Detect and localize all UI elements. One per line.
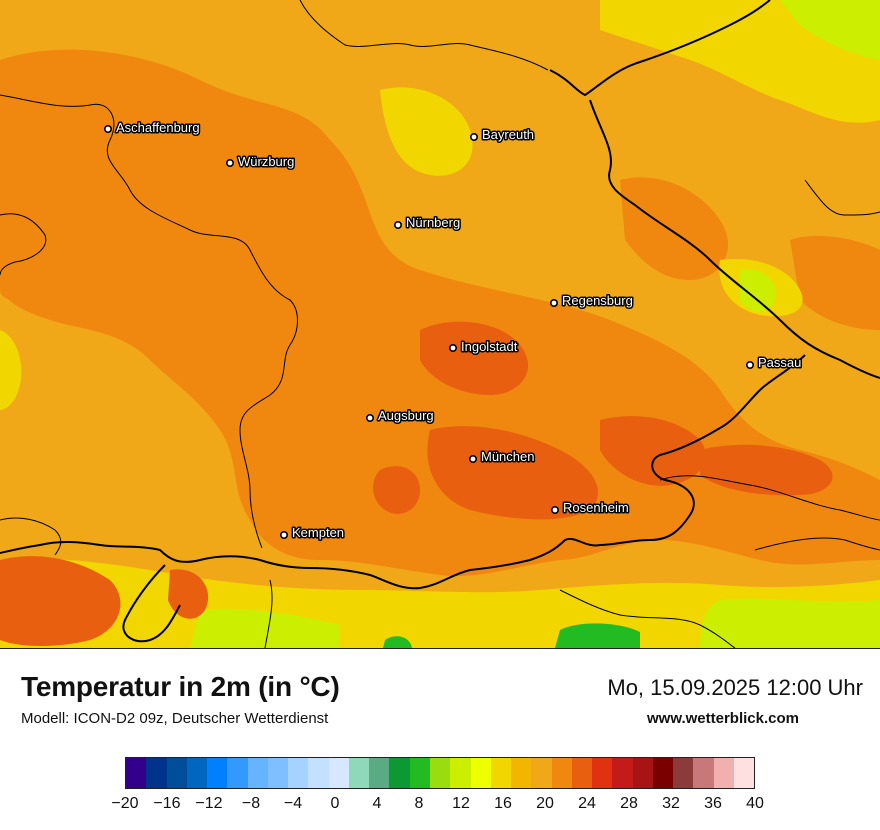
city-label: Nürnberg: [406, 215, 460, 230]
temperature-field-hot: [373, 321, 833, 520]
state-borders: [0, 0, 880, 648]
color-scale-ticks: −20 −16 −12 −8 −4 0 4 8 12 16 20 24 28 32 36 40: [111, 795, 763, 817]
city-label: Bayreuth: [482, 127, 534, 142]
city-dot: [104, 125, 113, 134]
model-source: Modell: ICON-D2 09z, Deutscher Wetterdie…: [21, 710, 329, 727]
city-label: Regensburg: [562, 293, 633, 308]
city-dot: [279, 530, 288, 539]
color-scale-tick-label: 12: [452, 795, 470, 812]
color-scale-tick-label: 0: [330, 795, 340, 812]
color-scale-cell: [612, 758, 633, 788]
color-scale-tick-label: 16: [494, 795, 512, 812]
color-scale-tick-label: 36: [704, 795, 722, 812]
city-dot: [549, 298, 558, 307]
city-muenchen: München: [468, 448, 536, 466]
city-label: München: [481, 449, 534, 464]
city-dot: [745, 360, 754, 369]
map-footer: Temperatur in 2m (in °C) Modell: ICON-D2…: [0, 649, 880, 830]
city-label: Kempten: [292, 525, 344, 540]
color-scale-cell: [592, 758, 613, 788]
color-scale-tick-label: −4: [283, 795, 303, 812]
city-aschaffenburg: Aschaffenburg: [104, 119, 201, 137]
color-scale-cell: [632, 758, 653, 788]
color-scale-cell: [551, 758, 572, 788]
temperature-field-west-warm: [0, 556, 209, 646]
color-scale-cell: [247, 758, 268, 788]
color-scale-tick-label: −16: [153, 795, 181, 812]
color-scale-tick-label: −20: [111, 795, 139, 812]
color-scale-cell: [328, 758, 349, 788]
color-scale-cell: [693, 758, 714, 788]
color-scale-tick-label: 20: [536, 795, 554, 812]
color-scale-bar: [125, 757, 755, 789]
color-scale-cell: [571, 758, 593, 788]
website-link[interactable]: www.wetterblick.com: [647, 710, 799, 727]
color-scale-cell: [673, 758, 694, 788]
color-scale-cell: [511, 758, 532, 788]
city-label: Ingolstadt: [461, 339, 518, 354]
city-passau: Passau: [745, 354, 803, 372]
country-borders: [0, 0, 880, 643]
city-label: Aschaffenburg: [116, 120, 200, 135]
color-scale-cell: [652, 758, 674, 788]
color-scale-cell: [429, 758, 451, 788]
city-dot: [550, 505, 559, 514]
color-scale-tick-label: 40: [746, 795, 764, 812]
color-scale-cell: [409, 758, 430, 788]
map-canvas: Aschaffenburg Würzburg Bayreuth Nürnberg…: [0, 0, 880, 648]
color-scale-cell: [186, 758, 208, 788]
color-scale-cell: [369, 758, 390, 788]
color-scale-cell: [227, 758, 248, 788]
temperature-field-alpine: [383, 623, 640, 648]
city-dot: [393, 221, 402, 230]
city-dot: [448, 343, 457, 352]
city-label: Würzburg: [238, 154, 294, 169]
color-scale-tick-label: 28: [620, 795, 638, 812]
city-label: Augsburg: [378, 408, 434, 423]
color-scale-cell: [146, 758, 167, 788]
temperature-map: Aschaffenburg Würzburg Bayreuth Nürnberg…: [0, 0, 880, 649]
color-scale-cell: [126, 758, 147, 788]
color-scale-cell: [288, 758, 309, 788]
color-scale-cell: [389, 758, 410, 788]
city-markers: Aschaffenburg Würzburg Bayreuth Nürnberg…: [104, 119, 803, 542]
forecast-datetime: Mo, 15.09.2025 12:00 Uhr: [607, 675, 863, 700]
city-dot: [365, 413, 374, 422]
city-nuernberg: Nürnberg: [393, 214, 462, 232]
color-scale-cell: [733, 758, 755, 788]
color-scale-cell: [348, 758, 370, 788]
color-scale-tick-label: −8: [241, 795, 261, 812]
color-scale-cell: [713, 758, 734, 788]
city-label: Passau: [758, 355, 801, 370]
temperature-field-cold: [190, 0, 880, 648]
map-title: Temperatur in 2m (in °C): [21, 671, 340, 702]
color-scale-tick-label: 24: [578, 795, 596, 812]
city-augsburg: Augsburg: [365, 407, 435, 425]
color-scale-tick-label: −12: [195, 795, 223, 812]
city-dot: [226, 159, 235, 168]
color-scale-tick-label: 32: [662, 795, 680, 812]
color-scale-cell: [470, 758, 491, 788]
color-scale-cell: [308, 758, 329, 788]
city-ingolstadt: Ingolstadt: [448, 338, 519, 356]
color-scale-cell: [490, 758, 512, 788]
city-rosenheim: Rosenheim: [550, 499, 630, 517]
city-label: Rosenheim: [563, 500, 629, 515]
color-scale-cell: [450, 758, 471, 788]
city-wuerzburg: Würzburg: [226, 153, 296, 171]
color-scale-tick-label: 4: [372, 795, 382, 812]
color-scale-cell: [207, 758, 228, 788]
color-scale-cell: [166, 758, 187, 788]
color-scale-cell: [267, 758, 289, 788]
city-regensburg: Regensburg: [549, 292, 634, 310]
color-scale-cell: [531, 758, 552, 788]
city-bayreuth: Bayreuth: [469, 126, 536, 144]
city-dot: [468, 454, 477, 463]
color-scale-tick-label: 8: [414, 795, 424, 812]
city-dot: [469, 133, 478, 142]
city-kempten: Kempten: [279, 524, 346, 542]
